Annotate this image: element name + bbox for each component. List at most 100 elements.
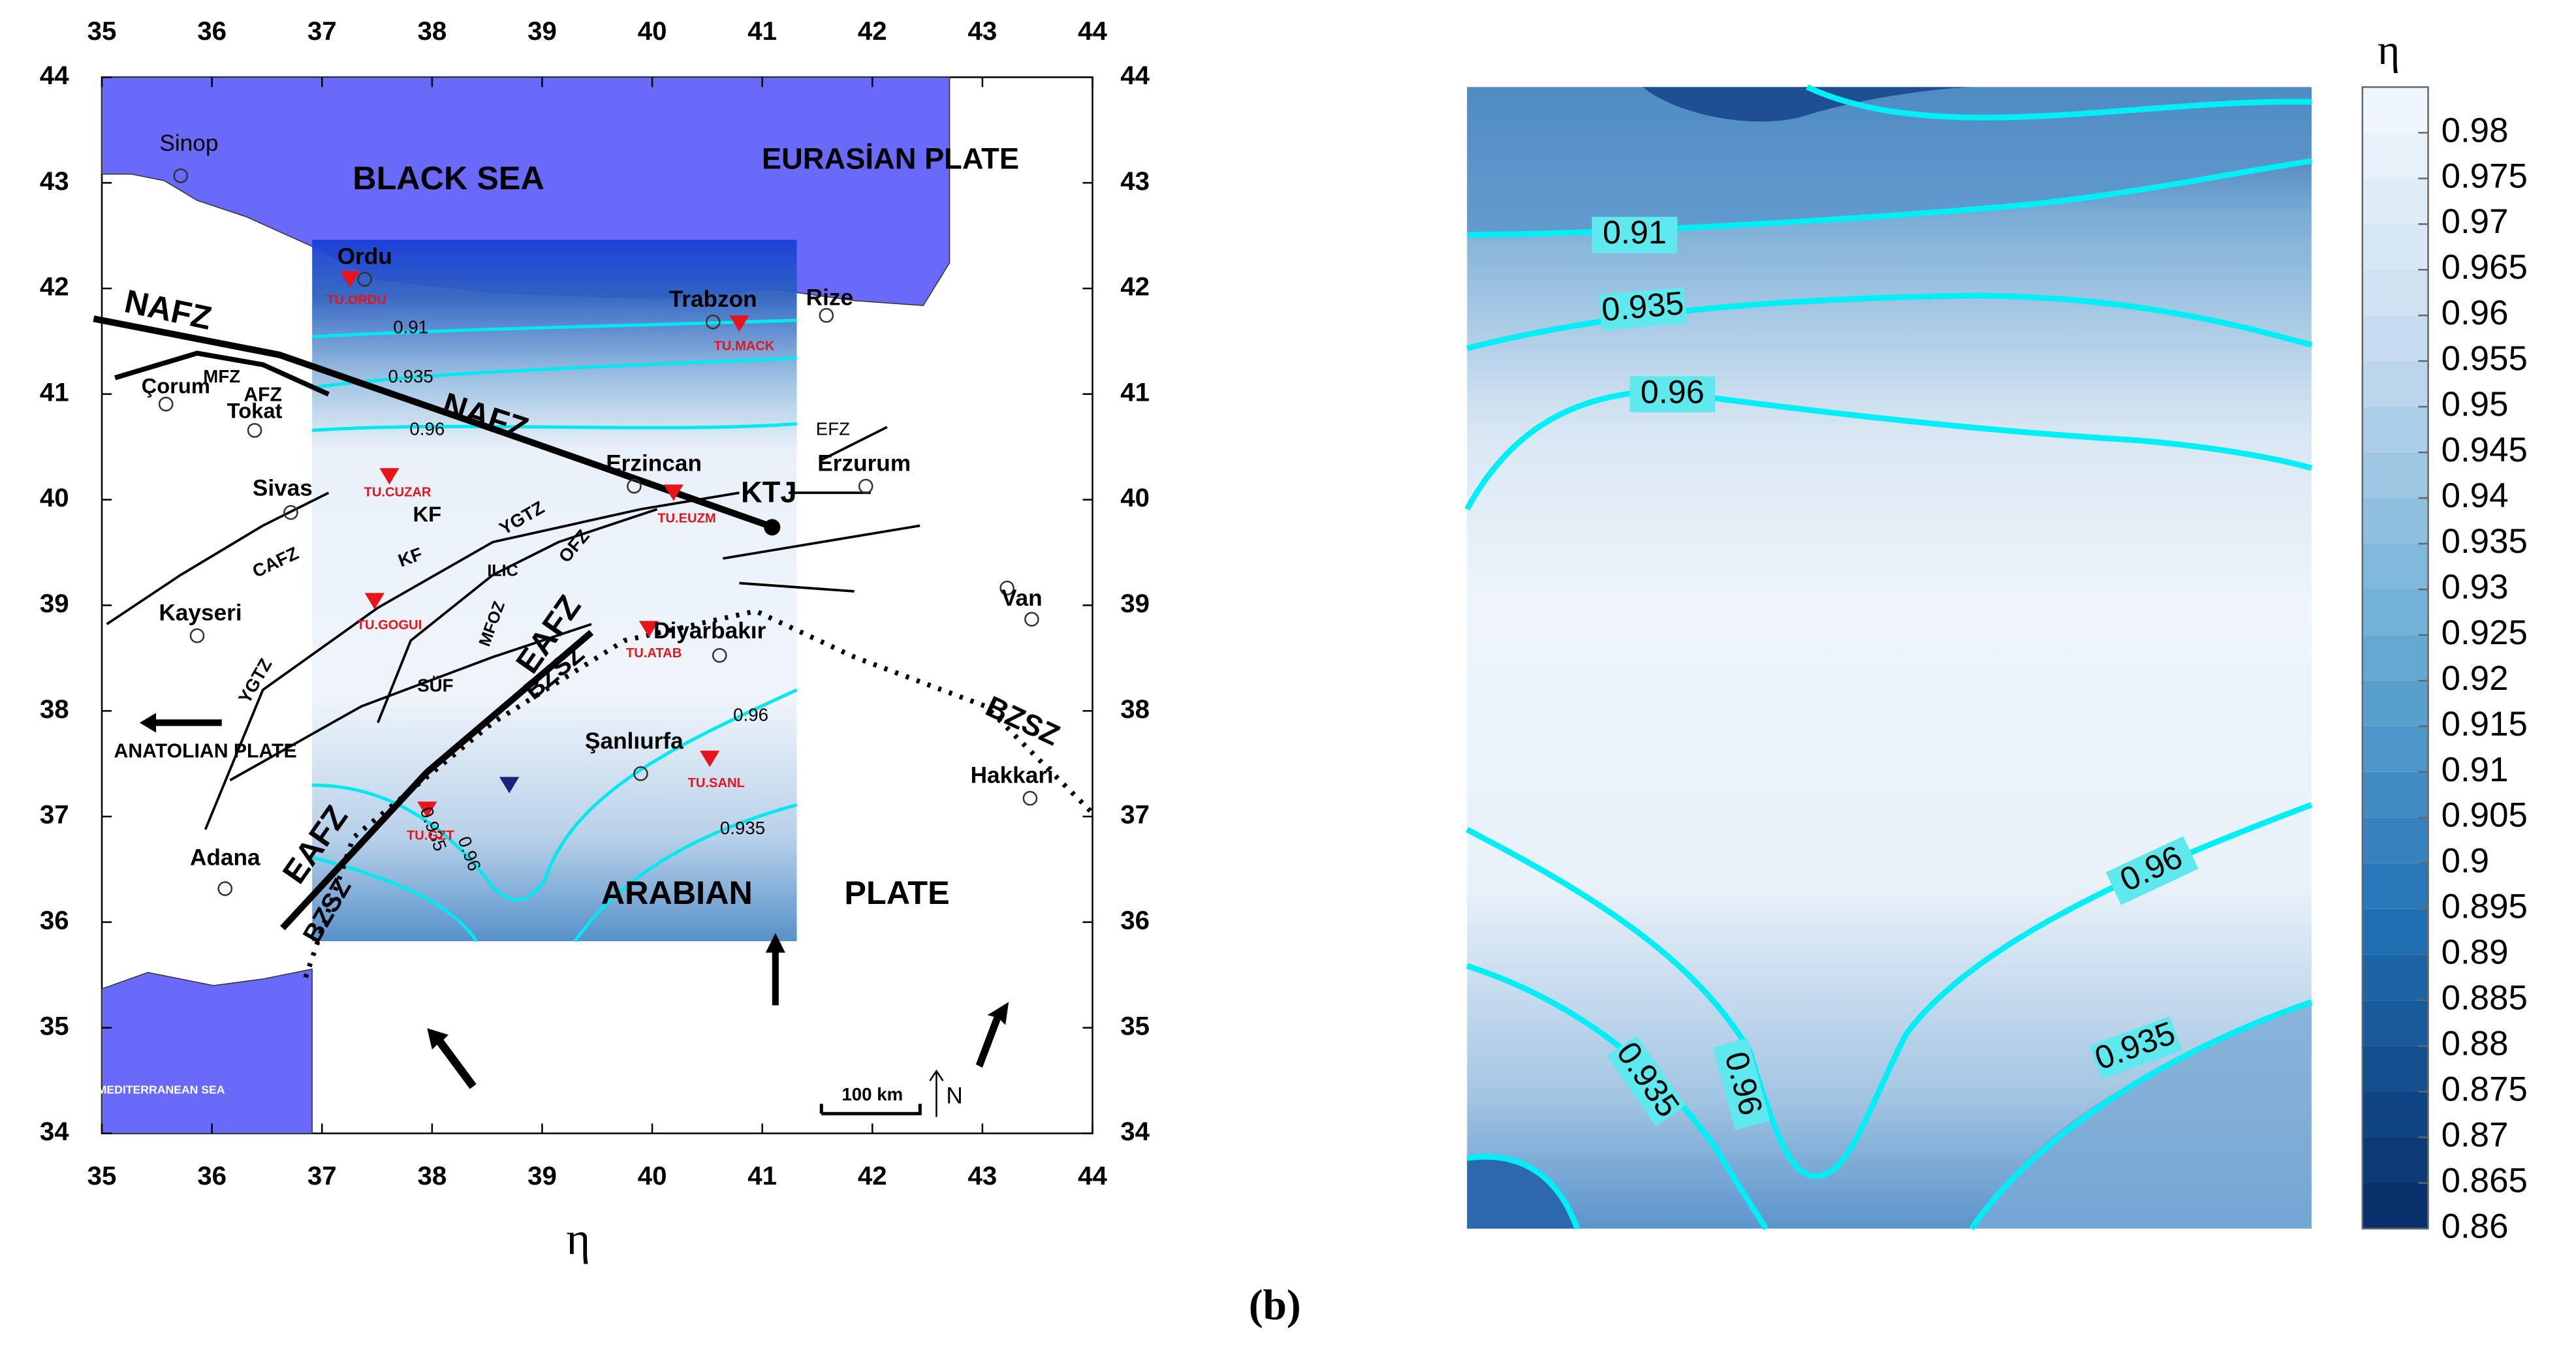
x-tick-label: 42 [858, 1161, 887, 1190]
colorbar-level [2362, 1091, 2428, 1138]
colorbar-level [2362, 680, 2428, 726]
y-tick-label: 35 [40, 1011, 69, 1040]
contour-label-bg [1607, 1035, 1686, 1127]
x-tick-label: 39 [527, 16, 557, 46]
city-marker [247, 423, 262, 438]
field-shading [1467, 87, 2312, 1229]
colorbar-level [2362, 909, 2428, 955]
scale [819, 1069, 944, 1117]
colorbar-tick-label: 0.97 [2442, 202, 2509, 241]
x-tick-label: 41 [747, 16, 777, 46]
map-label: TU.GZT [407, 828, 454, 843]
y-tick-label: 41 [40, 377, 69, 407]
colorbar-tick-label: 0.885 [2442, 979, 2528, 1018]
map-label: Kayseri [159, 600, 242, 626]
colorbar-tick-label: 0.975 [2442, 157, 2528, 195]
map-label: KTJ [741, 476, 797, 509]
map-label: 0.935 [388, 366, 433, 386]
city-marker [858, 478, 873, 494]
colorbar-level [2362, 132, 2428, 179]
colorbar-tick-label: 0.9 [2442, 842, 2489, 880]
plate-arrows [139, 713, 1009, 1089]
x-tick-label: 39 [527, 1161, 557, 1190]
colorbar-level [2362, 589, 2428, 635]
colorbar-tick-label: 0.875 [2442, 1070, 2528, 1109]
city-marker [158, 396, 174, 412]
x-tick-label: 37 [307, 1161, 337, 1190]
colorbar-tick-label: 0.96 [2442, 294, 2509, 332]
y-tick-label: 40 [40, 483, 69, 512]
x-tick-label: 41 [747, 1161, 777, 1190]
station [499, 777, 520, 794]
map-label: SÜF [417, 675, 453, 695]
colorbar-level [2362, 1137, 2428, 1183]
y-tick-label: 38 [40, 694, 69, 724]
x-tick-label: 35 [87, 1161, 117, 1190]
colorbar-level [2362, 1046, 2428, 1092]
map-label: TU.GOGUI [357, 618, 422, 632]
city-marker [712, 647, 727, 663]
contour-label: 0.91 [1603, 213, 1667, 251]
colorbar-tick-label: 0.895 [2442, 888, 2528, 926]
colorbar-tick-label: 0.935 [2442, 522, 2528, 561]
y-tick-label: 34 [40, 1117, 69, 1146]
map-label: 0.935 [720, 818, 765, 838]
colorbar-tick-label: 0.89 [2442, 933, 2509, 972]
colorbar-tick-label: 0.98 [2442, 111, 2509, 149]
x-tick-label: 43 [968, 16, 997, 46]
map-label: Erzurum [817, 451, 911, 476]
y-tick-label: 41 [1120, 377, 1150, 407]
city-marker [819, 307, 834, 323]
map-label: MFZ [203, 366, 240, 386]
y-tick-label: 36 [1120, 905, 1150, 935]
city-marker [1022, 790, 1038, 806]
colorbar-level [2362, 178, 2428, 225]
colorbar-tick-label: 0.945 [2442, 431, 2528, 469]
y-tick-label: 44 [1120, 61, 1150, 90]
map-label: Ordu [338, 243, 392, 269]
station [339, 271, 360, 288]
colorbar-level [2362, 87, 2428, 133]
x-tick-label: 36 [197, 16, 227, 46]
map-label: TU.ORDU [326, 293, 386, 307]
map-label: ANATOLIAN PLATE [114, 741, 297, 762]
colorbar-tick-label: 0.94 [2442, 476, 2509, 515]
y-tick-label: 43 [1120, 166, 1150, 196]
station [364, 593, 385, 610]
y-tick-label: 37 [40, 800, 69, 830]
mediterranean-sea [101, 968, 313, 1134]
y-tick-label: 43 [40, 166, 69, 196]
colorbar-tick-label: 0.915 [2442, 705, 2528, 743]
y-tick-label: 38 [1120, 694, 1150, 724]
map-label: Van [1001, 585, 1043, 611]
map-label: Sinop [159, 131, 218, 156]
ktj-point [764, 519, 781, 536]
city-marker [357, 272, 373, 287]
colorbar-level [2362, 361, 2428, 407]
map-label: MEDITERRANEAN SEA [97, 1083, 225, 1096]
y-tick-label: 44 [40, 61, 69, 90]
city-marker [705, 314, 721, 330]
city-marker [173, 168, 189, 183]
y-tick-label: 39 [1120, 589, 1150, 618]
colorbar-tick-label: 0.965 [2442, 248, 2528, 287]
x-tick-label: 40 [638, 16, 667, 46]
colorbar-tick-label: 0.86 [2442, 1207, 2509, 1245]
x-tick-label: 40 [638, 1161, 667, 1190]
y-tick-label: 39 [40, 589, 69, 618]
map-label: PLATE [844, 874, 949, 911]
colorbar-tick-label: 0.91 [2442, 751, 2509, 789]
station [700, 751, 720, 768]
contour-label-bg [1712, 1038, 1770, 1130]
map-label: Çorum [142, 374, 210, 398]
station [379, 468, 400, 485]
colorbar-level [2362, 270, 2428, 316]
colorbar-level [2362, 954, 2428, 1001]
y-tick-label: 37 [1120, 800, 1150, 830]
colorbar-tick-label: 0.95 [2442, 385, 2509, 424]
colorbar-level [2362, 863, 2428, 909]
colorbar-level [2362, 1183, 2428, 1229]
y-tick-label: 36 [40, 905, 69, 935]
x-tick-label: 35 [87, 16, 117, 46]
x-tick-label: 36 [197, 1161, 227, 1190]
